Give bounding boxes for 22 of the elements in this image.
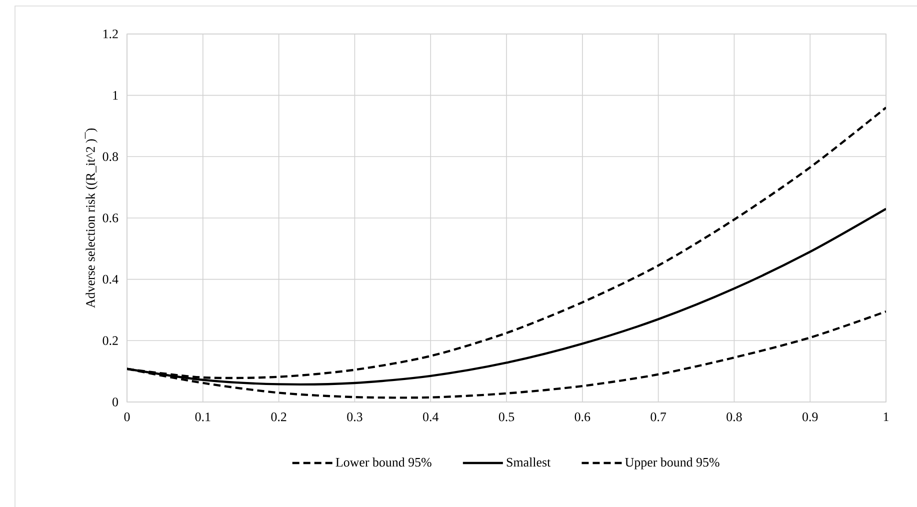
x-tick-label: 0.9	[802, 412, 818, 422]
legend-label: Upper bound 95%	[625, 458, 720, 470]
y-tick-label: 0	[112, 398, 118, 406]
y-tick-label: 1	[113, 91, 118, 100]
y-tick-label: 0.6	[102, 214, 118, 222]
x-tick-label: 0.6	[574, 412, 590, 422]
y-tick-label: 0.4	[102, 274, 118, 284]
legend-label: Lower bound 95%	[336, 458, 432, 467]
x-tick-label: 0	[124, 412, 130, 422]
y-axis-title: Adverse selection risk ((R_it^2 )¯)	[84, 128, 98, 308]
legend-label: Smallest	[506, 458, 551, 467]
x-tick-label: 0.7	[650, 412, 666, 422]
x-tick-label: 0.5	[498, 412, 514, 422]
x-tick-label: 0.2	[271, 412, 286, 422]
x-tick-label: 1	[884, 412, 888, 422]
x-tick-label: 0.3	[347, 412, 362, 422]
y-tick-label: 0.8	[102, 152, 118, 162]
x-tick-label: 0.8	[726, 412, 742, 422]
y-tick-label: 1.2	[103, 30, 118, 38]
x-tick-label: 0.1	[195, 412, 210, 422]
y-tick-label: 0.2	[102, 336, 118, 346]
x-tick-label: 0.4	[423, 412, 439, 422]
